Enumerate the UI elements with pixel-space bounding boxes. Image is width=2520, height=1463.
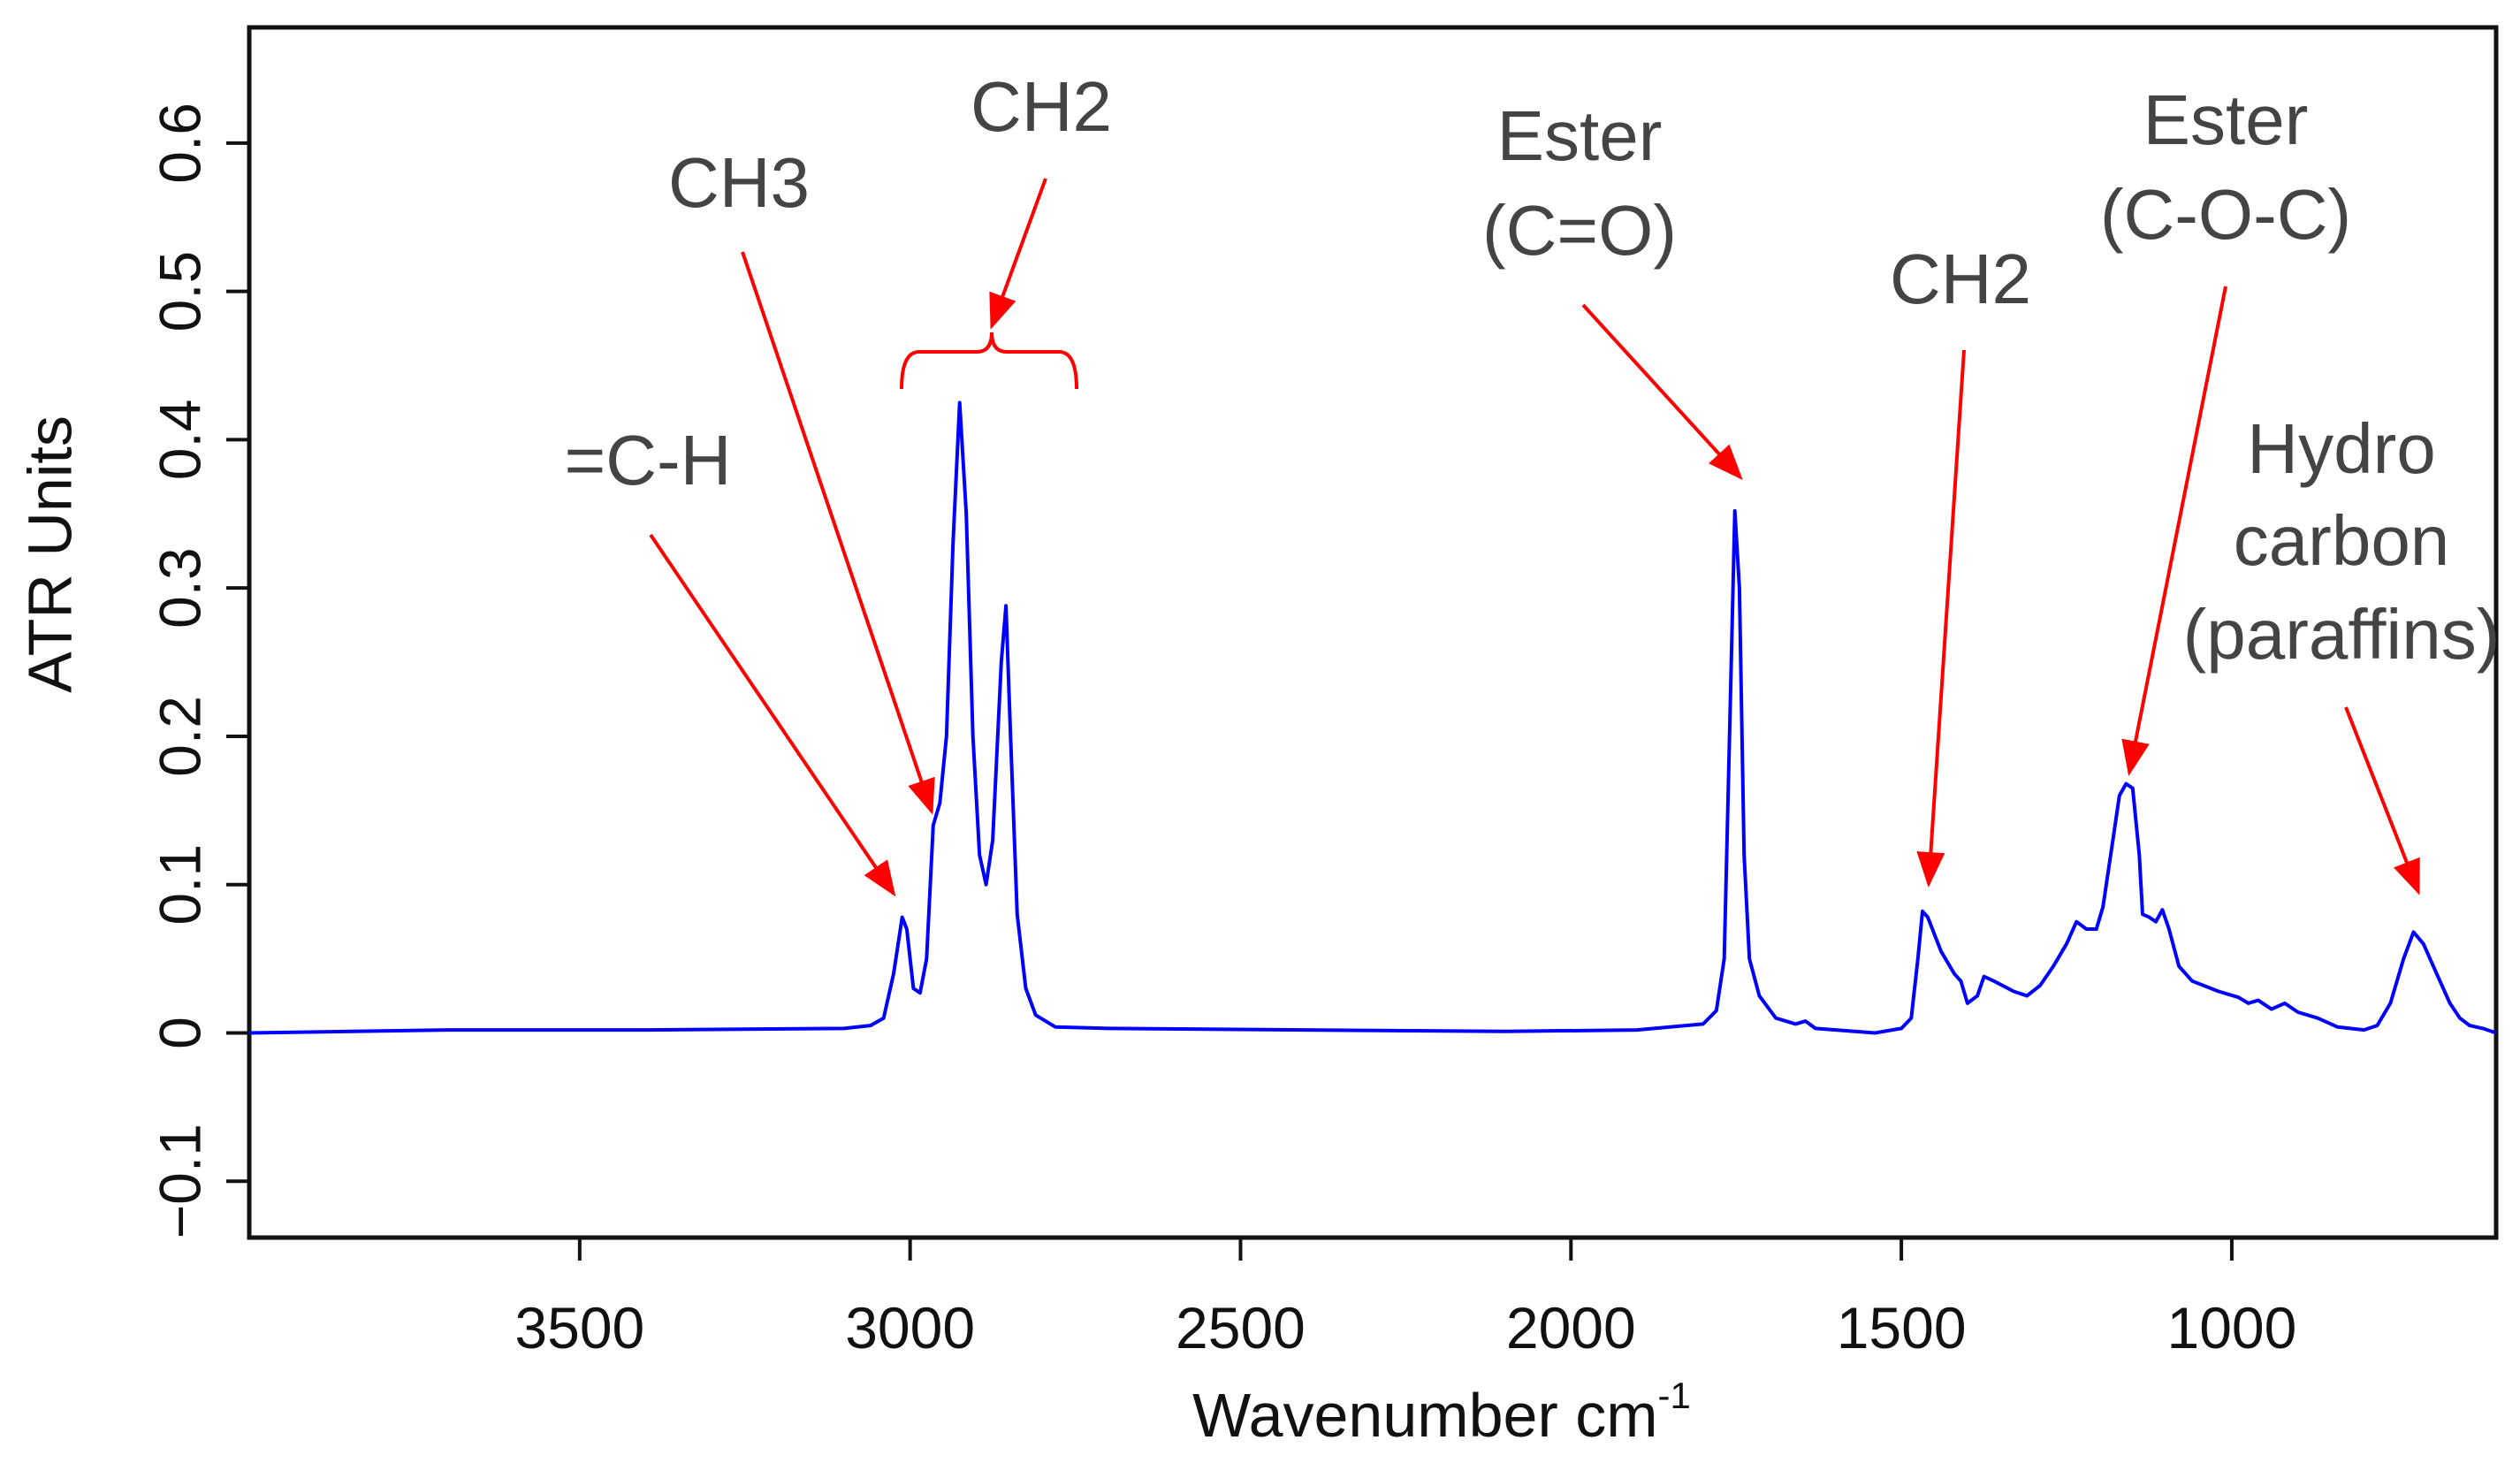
x-tick-label: 2000 [1506, 1295, 1636, 1360]
annotation-label: (C=O) [1482, 191, 1677, 270]
peak-annotations: =C-H CH3 CH2 Ester (C=O) CH2 Ester (C-O-C) Hydro… [565, 67, 2501, 897]
annotation-arrow [989, 178, 1047, 330]
annotation-label: Ester [2143, 80, 2309, 159]
annotation-label: CH2 [1890, 240, 2031, 318]
annotation-arrow [2344, 706, 2420, 895]
y-tick-label: 0.2 [147, 696, 212, 777]
annotation: CH2 [1890, 240, 2031, 888]
annotation-label: carbon [2234, 501, 2450, 580]
annotation-label: (paraffins) [2183, 595, 2501, 674]
annotation-arrow [741, 251, 935, 815]
annotation-label: Ester [1497, 96, 1663, 175]
annotation-arrow [2121, 286, 2227, 776]
annotation: CH2 [900, 67, 1112, 390]
annotation: Ester (C-O-C) [2100, 80, 2351, 776]
x-tick-label: 1500 [1837, 1295, 1967, 1360]
annotation-arrow [649, 533, 896, 897]
annotation-label: Hydro [2247, 409, 2435, 488]
y-tick-label: 0.1 [147, 844, 212, 926]
x-tick-label: 2500 [1176, 1295, 1306, 1360]
y-tick-label: 0.4 [147, 400, 212, 481]
annotation-label: =C-H [565, 421, 732, 499]
annotation-arrow [1581, 303, 1743, 480]
y-tick-label: 0.6 [147, 103, 212, 184]
x-axis-label: Wavenumber cm-1 [1192, 1375, 1691, 1450]
annotation-arrow [1916, 349, 1966, 888]
annotation-label: CH3 [668, 143, 810, 222]
annotation-label: CH2 [971, 67, 1112, 146]
x-tick-label: 3000 [845, 1295, 975, 1360]
annotation: Hydro carbon (paraffins) [2183, 409, 2501, 895]
x-tick-label: 3500 [514, 1295, 644, 1360]
spectrum-line [248, 400, 2497, 1035]
annotation: CH3 [668, 143, 935, 815]
x-axis-label-main: Wavenumber cm [1192, 1381, 1657, 1450]
annotation: Ester (C=O) [1482, 96, 1743, 480]
bracket [900, 331, 1078, 390]
y-tick-label: 0 [147, 1017, 212, 1049]
x-axis-label-superscript: -1 [1658, 1375, 1691, 1416]
y-axis-label: ATR Units [15, 415, 84, 693]
annotation-label: (C-O-C) [2100, 175, 2351, 254]
y-tick-label: 0.3 [147, 547, 212, 629]
annotation: =C-H [565, 421, 896, 897]
axis-ticks: 3500 3000 2500 2000 1500 1000 −0.1 0 0.1 0.2 0.3 0.… [147, 103, 2296, 1360]
x-tick-label: 1000 [2167, 1295, 2297, 1360]
plot-frame [247, 25, 2499, 1240]
y-tick-label: −0.1 [147, 1124, 212, 1238]
y-tick-label: 0.5 [147, 251, 212, 332]
